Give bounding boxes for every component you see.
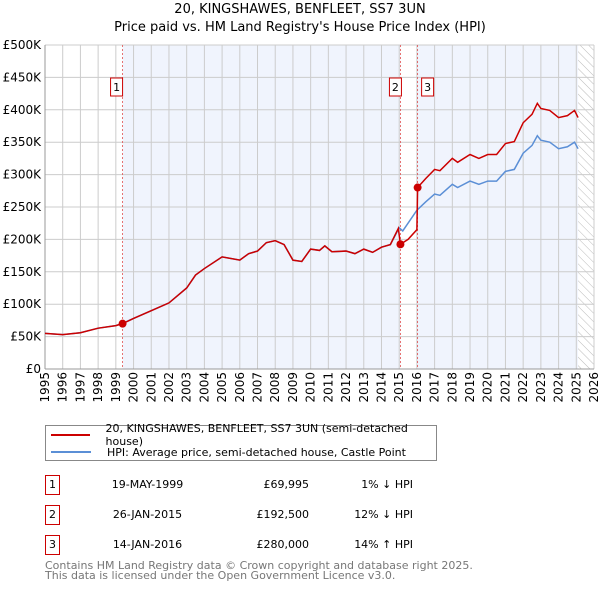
sale-label-3: 3 <box>424 81 431 94</box>
sale-badge: 2 <box>45 505 60 525</box>
sale-label-box-3 <box>421 77 435 97</box>
x-tick-label: 2001 <box>144 372 158 403</box>
x-tick-label: 2015 <box>392 372 406 403</box>
x-tick-label: 2018 <box>445 372 459 403</box>
x-tick-label: 1999 <box>109 372 123 403</box>
legend-item-hpi: HPI: Average price, semi-detached house,… <box>46 444 406 460</box>
y-tick-label: £200K <box>3 232 43 246</box>
x-tick-label: 2020 <box>481 372 495 403</box>
legend-label-property: 20, KINGSHAWES, BENFLEET, SS7 3UN (semi-… <box>105 422 408 448</box>
sale-point-3 <box>413 183 422 192</box>
sale-label-box-2 <box>388 77 402 97</box>
x-tick-label: 2013 <box>357 372 371 403</box>
x-tick-label: 2000 <box>127 372 141 403</box>
legend-label-hpi: HPI: Average price, semi-detached house,… <box>107 445 406 459</box>
x-tick-label: 2007 <box>251 372 265 403</box>
x-tick-label: 2003 <box>180 372 194 403</box>
footer-licence: This data is licensed under the Open Gov… <box>45 569 396 582</box>
y-tick-label: £500K <box>3 38 43 52</box>
x-tick-label: 2019 <box>463 372 477 403</box>
y-tick-label: £300K <box>3 168 43 182</box>
property-price-line <box>44 101 579 336</box>
y-tick-label: £150K <box>3 265 43 279</box>
x-tick-label: 2005 <box>215 372 229 403</box>
legend-item-property: 20, KINGSHAWES, BENFLEET, SS7 3UN (semi-… <box>46 422 436 448</box>
legend-swatch-red <box>51 434 90 436</box>
sale-badge: 1 <box>45 475 60 495</box>
x-tick-label: 2011 <box>321 372 335 403</box>
x-tick-label: 2017 <box>428 372 442 403</box>
sale-point-2 <box>396 240 405 249</box>
y-tick-label: £250K <box>3 200 43 214</box>
y-tick-label: £350K <box>3 135 43 149</box>
sale-badge: 3 <box>45 535 60 555</box>
sale-hpi-diff: 14% ↑ HPI <box>354 538 413 551</box>
x-tick-label: 2012 <box>339 372 353 403</box>
sale-hpi-diff: 12% ↓ HPI <box>354 508 413 521</box>
y-tick-label: £400K <box>3 103 43 117</box>
x-tick-label: 2026 <box>587 372 600 403</box>
x-tick-label: 2008 <box>268 372 282 403</box>
x-tick-label: 2016 <box>410 372 424 403</box>
sale-label-1: 1 <box>113 81 120 94</box>
x-tick-label: 1998 <box>91 372 105 403</box>
x-tick-label: 2024 <box>552 372 566 403</box>
x-tick-label: 2002 <box>162 372 176 403</box>
sale-label-box-1 <box>110 77 124 97</box>
sale-point-1 <box>118 319 127 328</box>
x-tick-label: 1995 <box>38 372 52 403</box>
y-tick-label: £450K <box>3 70 43 84</box>
sale-date: 14-JAN-2016 <box>112 538 183 551</box>
legend: 20, KINGSHAWES, BENFLEET, SS7 3UN (semi-… <box>45 422 437 461</box>
y-tick-label: £50K <box>10 330 42 344</box>
x-tick-label: 2004 <box>197 372 211 403</box>
x-tick-label: 2006 <box>233 372 247 403</box>
sale-price: £69,995 <box>263 478 310 491</box>
sale-price: £280,000 <box>256 538 310 551</box>
x-tick-label: 2009 <box>286 372 300 403</box>
sale-price: £192,500 <box>256 508 310 521</box>
x-tick-label: 2023 <box>534 372 548 403</box>
sale-date: 19-MAY-1999 <box>111 478 184 491</box>
y-tick-label: £0 <box>26 362 41 376</box>
sale-label-2: 2 <box>392 81 399 94</box>
x-tick-label: 2010 <box>304 372 318 403</box>
price-chart: 1995 1996 1997 1998 1999 2000 2001 2002 2003 2004… <box>3 38 600 403</box>
x-tick-label: 2022 <box>516 372 530 403</box>
legend-swatch-blue <box>51 451 91 453</box>
y-tick-label: £100K <box>3 297 43 311</box>
x-tick-label: 1996 <box>56 372 70 403</box>
sale-hpi-diff: 1% ↓ HPI <box>361 478 413 491</box>
x-tick-label: 1997 <box>73 372 87 403</box>
x-tick-label: 2021 <box>498 372 512 403</box>
footer-copyright: Contains HM Land Registry data © Crown c… <box>45 559 473 572</box>
sale-date: 26-JAN-2015 <box>112 508 183 521</box>
x-tick-label: 2014 <box>374 372 388 403</box>
chart-subtitle: Price paid vs. HM Land Registry's House … <box>114 20 486 35</box>
x-tick-label: 2025 <box>569 372 583 403</box>
chart-title: 20, KINGSHAWES, BENFLEET, SS7 3UN <box>174 2 426 17</box>
